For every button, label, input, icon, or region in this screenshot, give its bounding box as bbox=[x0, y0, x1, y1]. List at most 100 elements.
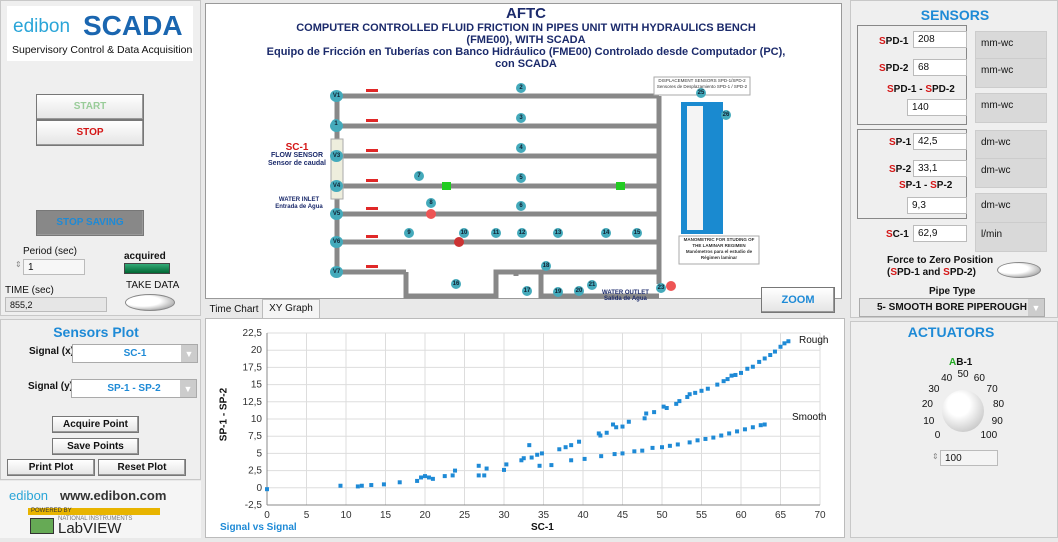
valve-v1[interactable]: V1 bbox=[330, 90, 343, 102]
signal-x-select[interactable]: SC-1 ▼ bbox=[72, 344, 198, 363]
x-tick-label: 0 bbox=[264, 510, 270, 521]
take-data-toggle[interactable] bbox=[125, 294, 175, 311]
data-point-rough bbox=[598, 433, 603, 438]
data-point-rough bbox=[739, 370, 743, 375]
y-tick-label: 17,5 bbox=[243, 362, 263, 373]
y-tick-label: 20 bbox=[251, 345, 263, 356]
force-zero-sub: (SPD-1 and SPD-2) bbox=[887, 267, 976, 278]
data-point-smooth bbox=[711, 435, 716, 440]
data-point-rough bbox=[778, 344, 783, 349]
component-number-19: 19 bbox=[553, 287, 563, 297]
reset-plot-button[interactable]: Reset Plot bbox=[98, 459, 186, 476]
ab1-knob[interactable] bbox=[942, 390, 984, 432]
data-point-smooth bbox=[750, 425, 755, 430]
data-point-rough bbox=[750, 364, 755, 369]
knob-tick-50: 50 bbox=[957, 369, 969, 380]
component-number-10: 10 bbox=[459, 228, 469, 238]
pipe-type-select[interactable]: 5- SMOOTH BORE PIPEROUGH ▼ bbox=[859, 298, 1045, 317]
edibon-logo-brand: edibon bbox=[9, 488, 49, 503]
chevron-down-icon[interactable]: ▼ bbox=[1028, 299, 1044, 316]
data-point-smooth bbox=[569, 458, 574, 463]
sp1-unit: dm-wc bbox=[975, 130, 1047, 160]
knob-value-input[interactable]: 100 bbox=[940, 450, 998, 466]
zoom-button[interactable]: ZOOM bbox=[761, 287, 835, 313]
data-point-rough bbox=[355, 484, 360, 489]
component-number-4: 4 bbox=[516, 143, 526, 153]
data-point-rough bbox=[569, 443, 574, 448]
data-point-smooth bbox=[599, 454, 604, 459]
labview-logo: POWERED BY NATIONAL INSTRUMENTS LabVIEW bbox=[28, 508, 162, 538]
period-spinner-icon[interactable]: ⇕ bbox=[15, 260, 22, 269]
component-number-23: 23 bbox=[656, 283, 666, 293]
y-tick-label: 7,5 bbox=[248, 431, 262, 442]
acquire-point-button[interactable]: Acquire Point bbox=[52, 416, 139, 433]
valve-v6[interactable]: V6 bbox=[330, 236, 343, 248]
data-point-rough bbox=[265, 487, 269, 492]
data-point-smooth bbox=[703, 436, 708, 441]
signal-y-select[interactable]: SP-1 - SP-2 ▼ bbox=[71, 379, 197, 398]
stop-saving-button[interactable]: STOP SAVING bbox=[36, 210, 144, 236]
data-point-rough bbox=[674, 401, 679, 406]
x-tick-label: 55 bbox=[696, 510, 708, 521]
component-number-18: 18 bbox=[541, 261, 551, 271]
diagram-title-es: Equipo de Fricción en Tuberías con Banco… bbox=[266, 46, 786, 70]
data-point-smooth bbox=[549, 463, 554, 468]
data-point-rough bbox=[705, 386, 710, 391]
sensors-panel: SENSORS SPD-1 208 mm-wc SPD-2 68 mm-wc SPD-1 -… bbox=[850, 0, 1058, 318]
diagram-title-en: COMPUTER CONTROLLED FLUID FRICTION IN PI… bbox=[296, 22, 756, 46]
valve-v5[interactable]: V5 bbox=[330, 208, 343, 220]
sp1-value: 42,5 bbox=[913, 133, 967, 150]
data-point-rough bbox=[693, 390, 698, 395]
print-plot-button[interactable]: Print Plot bbox=[7, 459, 95, 476]
force-zero-toggle[interactable] bbox=[997, 262, 1041, 278]
data-point-rough bbox=[426, 475, 431, 480]
footer-logos: www.edibon.com edibon POWERED BY NATIONA… bbox=[0, 481, 201, 538]
data-point-rough bbox=[519, 458, 524, 463]
data-point-rough bbox=[453, 468, 458, 473]
knob-tick-20: 20 bbox=[921, 399, 933, 411]
knob-tick-100: 100 bbox=[980, 430, 998, 442]
sp-diff-unit: dm-wc bbox=[975, 193, 1047, 223]
spd-diff-label: SPD-1 - SPD-2 bbox=[887, 84, 955, 95]
valve-v3[interactable]: V3 bbox=[330, 150, 343, 162]
data-point-smooth bbox=[650, 445, 655, 450]
data-point-rough bbox=[539, 451, 544, 456]
component-number-21: 21 bbox=[587, 280, 597, 290]
tab-xy-graph[interactable]: XY Graph bbox=[262, 299, 320, 319]
knob-spinner-icon[interactable]: ⇕ bbox=[932, 452, 939, 461]
force-zero-label: Force to Zero Position bbox=[887, 255, 994, 266]
xy-graph-panel: 0 5 10 15 20 25 30 35 40 45 50 55 60 65 70 -2,5 0 2,5 5 7,5… bbox=[205, 318, 845, 538]
component-number-6: 6 bbox=[516, 201, 526, 211]
y-tick-label: 15 bbox=[251, 380, 263, 391]
stop-button[interactable]: STOP bbox=[36, 120, 144, 146]
data-point-rough bbox=[381, 482, 386, 487]
start-button[interactable]: START bbox=[36, 94, 144, 120]
x-axis-label: SC-1 bbox=[531, 522, 554, 533]
data-point-smooth bbox=[758, 423, 763, 428]
sp-diff-value: 9,3 bbox=[907, 197, 967, 214]
data-point-rough bbox=[338, 483, 343, 488]
manometric-label: MANOMETRIC FOR STUDING OF THE LAMINAR RE… bbox=[680, 237, 758, 261]
data-point-smooth bbox=[582, 456, 587, 461]
take-data-label: TAKE DATA bbox=[126, 280, 180, 291]
valve-v4[interactable]: V4 bbox=[330, 180, 343, 192]
period-input[interactable]: 1 bbox=[23, 259, 85, 275]
time-label: TIME (sec) bbox=[5, 285, 54, 296]
data-point-rough bbox=[757, 359, 762, 364]
data-point-rough bbox=[504, 462, 509, 467]
chevron-down-icon[interactable]: ▼ bbox=[181, 345, 197, 362]
powered-by-bar bbox=[28, 508, 160, 515]
data-point-rough bbox=[729, 373, 734, 378]
data-point-rough bbox=[557, 447, 562, 452]
valve-v7[interactable]: V7 bbox=[330, 266, 343, 278]
knob-tick-60: 60 bbox=[973, 372, 985, 384]
data-point-rough bbox=[482, 473, 487, 478]
chevron-down-icon[interactable]: ▼ bbox=[180, 380, 196, 397]
save-points-button[interactable]: Save Points bbox=[52, 438, 139, 455]
spd-diff-unit: mm-wc bbox=[975, 93, 1047, 123]
y-axis-label: SP-1 - SP-2 bbox=[218, 387, 230, 442]
component-number-14: 14 bbox=[601, 228, 611, 238]
manometric-en: MANOMETRIC FOR STUDING OF THE LAMINAR RE… bbox=[683, 237, 755, 248]
component-number-11: 11 bbox=[491, 228, 501, 238]
tab-time-chart[interactable]: Time Chart bbox=[209, 304, 259, 315]
